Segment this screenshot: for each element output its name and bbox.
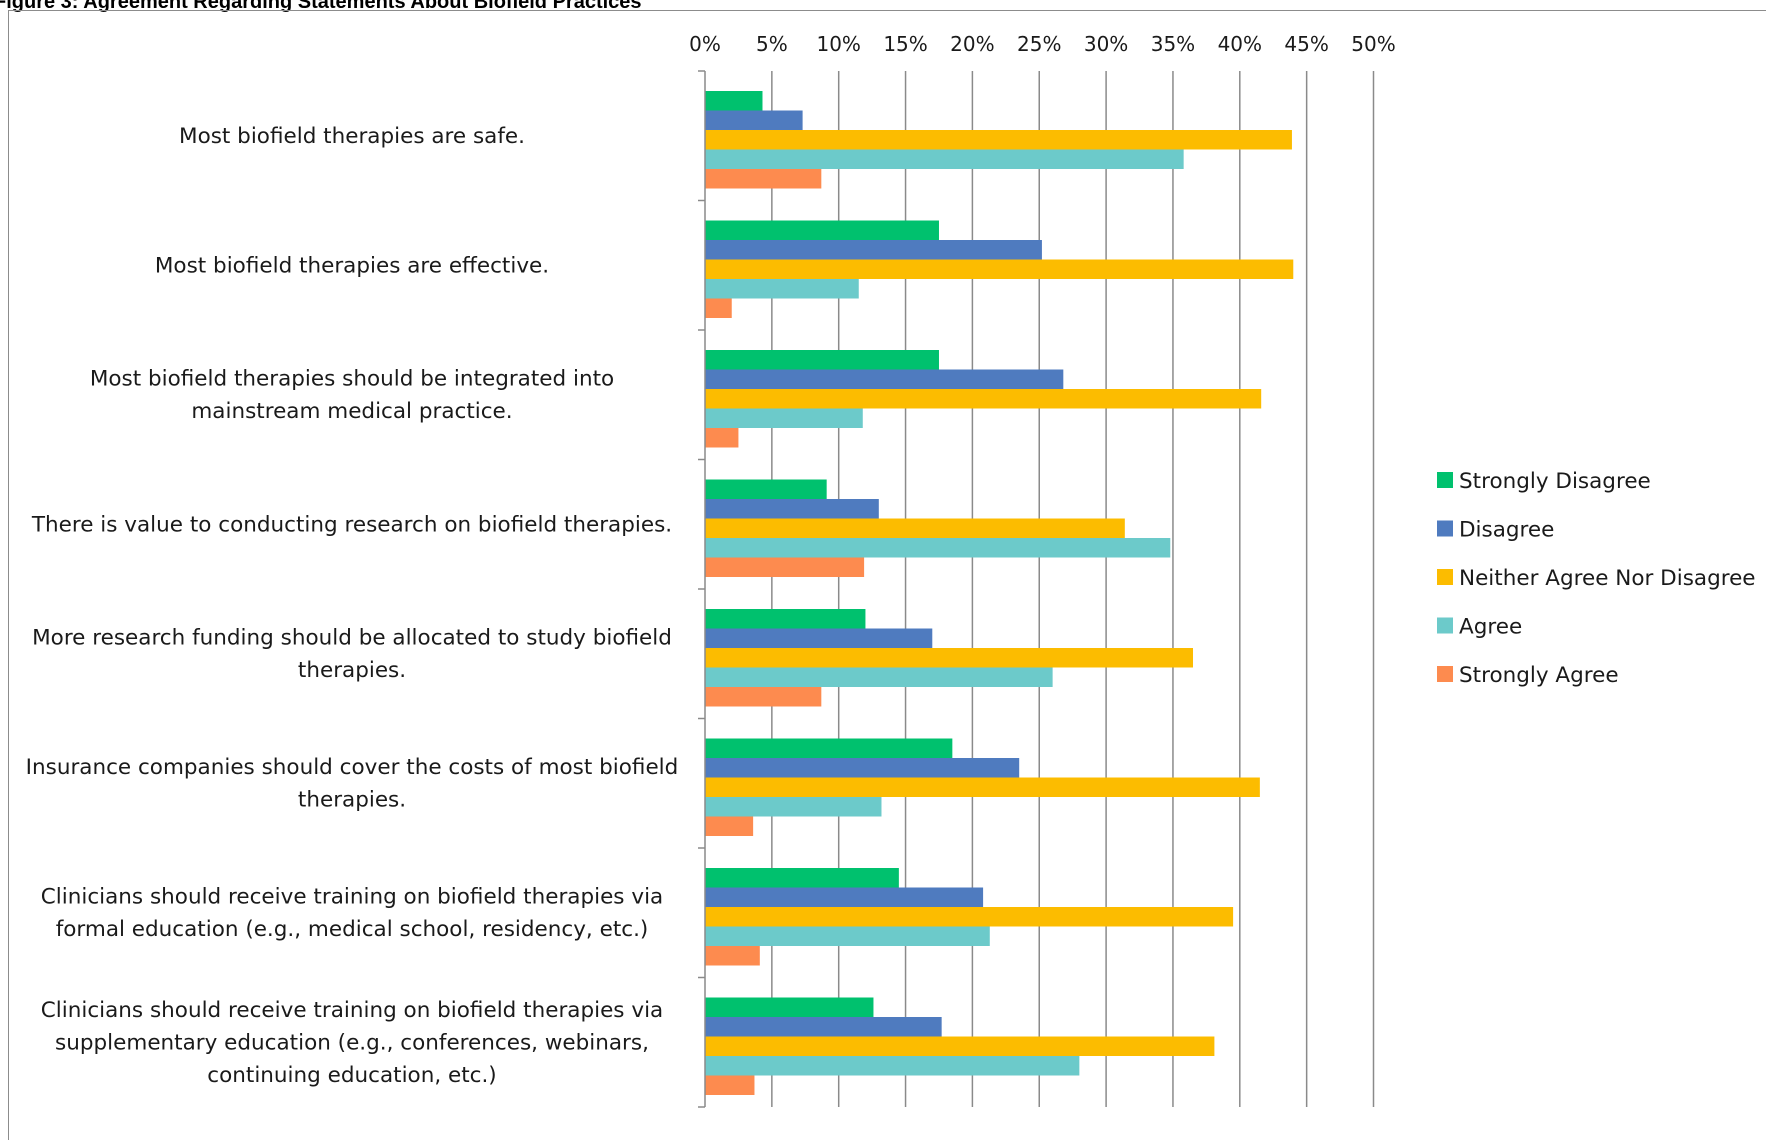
bar	[705, 408, 863, 428]
category-label: More research funding should be allocate…	[32, 626, 672, 651]
x-tick-label: 20%	[950, 32, 994, 56]
bar	[705, 1017, 942, 1037]
x-tick-label: 30%	[1084, 32, 1128, 56]
bar	[705, 628, 933, 648]
category-label: Clinicians should receive training on bi…	[41, 998, 663, 1023]
x-tick-label: 35%	[1151, 32, 1195, 56]
category-label: Most biofield therapies are effective.	[155, 253, 549, 278]
category-label: mainstream medical practice.	[191, 399, 512, 424]
category-axis	[698, 70, 706, 1108]
legend-label: Strongly Agree	[1459, 663, 1619, 688]
bar	[705, 259, 1294, 279]
bar	[705, 887, 984, 907]
category-label: therapies.	[298, 658, 406, 683]
bar	[705, 687, 822, 707]
category-labels: Most biofield therapies are safe. Most bi…	[26, 124, 679, 1088]
bar	[705, 868, 899, 888]
bar	[705, 428, 739, 448]
legend-swatch	[1437, 666, 1453, 682]
bar	[705, 499, 879, 519]
bar	[705, 298, 732, 318]
category-label: continuing education, etc.)	[207, 1063, 496, 1088]
bar	[705, 1075, 755, 1095]
bar	[705, 240, 1042, 260]
bar	[705, 997, 874, 1017]
bar	[705, 1056, 1080, 1076]
category-label: formal education (e.g., medical school, …	[56, 917, 649, 942]
legend-label: Disagree	[1459, 518, 1554, 543]
category-label: Most biofield therapies should be integr…	[90, 367, 614, 392]
legend-label: Strongly Disagree	[1459, 469, 1651, 494]
bars	[705, 91, 1294, 1095]
x-tick-label: 0%	[689, 32, 721, 56]
bar	[705, 350, 939, 370]
legend-swatch	[1437, 472, 1453, 488]
bar	[705, 518, 1125, 538]
bar	[705, 609, 866, 629]
bar	[705, 907, 1234, 927]
bar	[705, 220, 939, 240]
bar	[705, 538, 1171, 558]
bar	[705, 149, 1184, 169]
x-tick-label: 15%	[883, 32, 927, 56]
category-label: There is value to conducting research on…	[31, 512, 672, 537]
bar	[705, 279, 859, 299]
category-label: Insurance companies should cover the cos…	[26, 755, 679, 780]
bar	[705, 797, 882, 817]
legend-swatch	[1437, 617, 1453, 634]
figure-title: Figure 3: Agreement Regarding Statements…	[0, 0, 642, 13]
value-axis-tick-labels: 0% 5% 10% 15% 20% 25% 30% 35% 40% 45% 50%	[689, 32, 1396, 56]
bar	[705, 389, 1262, 409]
bar	[705, 738, 953, 758]
chart-frame	[8, 10, 1766, 1140]
category-label: Most biofield therapies are safe.	[179, 124, 525, 149]
bar	[705, 946, 760, 966]
bar	[705, 557, 865, 577]
bar	[705, 169, 822, 189]
bar	[705, 369, 1064, 389]
bar	[705, 758, 1020, 778]
bar	[705, 926, 990, 946]
category-label: therapies.	[298, 788, 406, 813]
x-tick-label: 50%	[1351, 32, 1395, 56]
x-tick-label: 10%	[816, 32, 860, 56]
legend-label: Neither Agree Nor Disagree	[1459, 566, 1756, 591]
bar	[705, 777, 1260, 797]
bar	[705, 110, 803, 130]
category-label: Clinicians should receive training on bi…	[41, 885, 663, 910]
bar	[705, 816, 754, 836]
bar	[705, 648, 1194, 668]
category-label: supplementary education (e.g., conferenc…	[55, 1030, 649, 1055]
legend-swatch	[1437, 520, 1453, 537]
bar	[705, 667, 1053, 687]
bar	[705, 479, 827, 499]
x-tick-label: 40%	[1218, 32, 1262, 56]
bar	[705, 1036, 1215, 1056]
legend-label: Agree	[1459, 615, 1522, 640]
x-tick-label: 25%	[1017, 32, 1061, 56]
bar	[705, 130, 1292, 150]
bar	[705, 91, 763, 111]
legend-swatch	[1437, 569, 1453, 585]
x-tick-label: 5%	[756, 32, 788, 56]
x-tick-label: 45%	[1284, 32, 1328, 56]
legend: Strongly Disagree Disagree Neither Agree N…	[1437, 469, 1756, 688]
